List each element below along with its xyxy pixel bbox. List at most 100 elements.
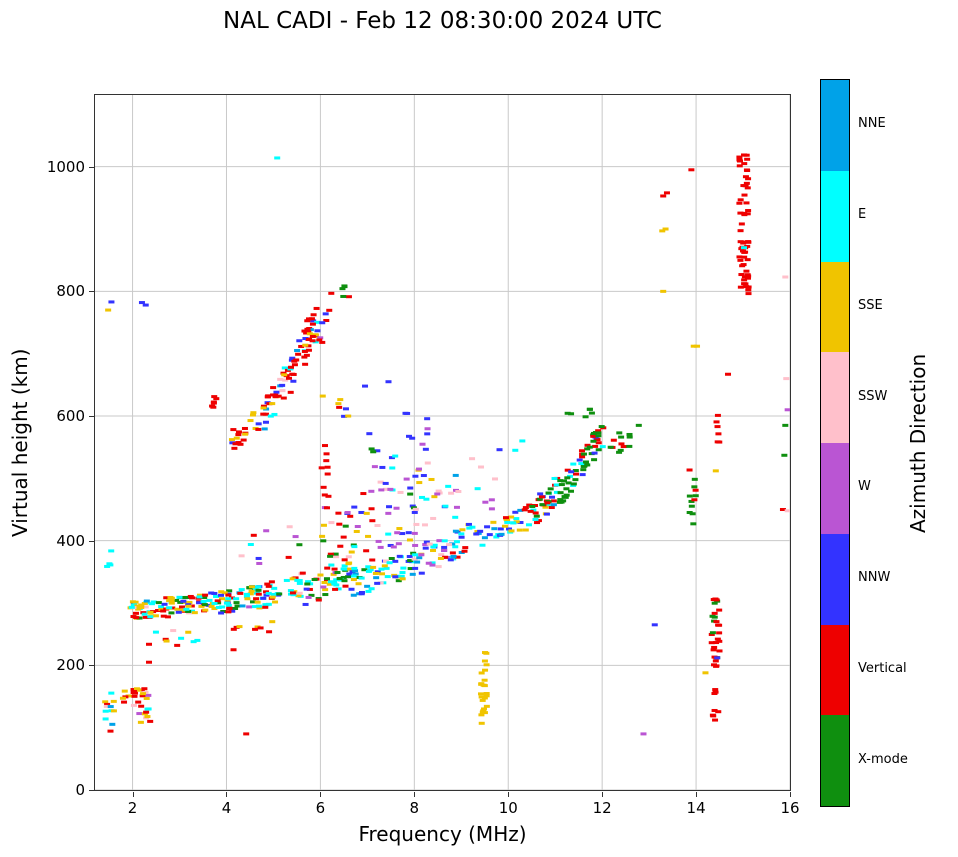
ionogram-point — [140, 611, 147, 615]
ionogram-point — [610, 438, 617, 442]
ionogram-point — [486, 533, 493, 537]
ionogram-point — [296, 581, 303, 585]
ionogram-point — [386, 505, 393, 509]
ionogram-point — [340, 567, 347, 571]
ionogram-point — [325, 494, 332, 498]
ionogram-point — [303, 353, 310, 357]
ionogram-point — [483, 663, 490, 667]
ionogram-point — [326, 308, 333, 312]
ionogram-point — [224, 599, 231, 603]
ionogram-point — [595, 434, 602, 438]
ionogram-point — [715, 623, 722, 627]
ionogram-point — [168, 601, 175, 605]
ionogram-point — [189, 596, 196, 600]
ionogram-point — [784, 509, 790, 513]
ionogram-point — [709, 614, 716, 618]
ionogram-point — [418, 571, 425, 575]
ionogram-point — [388, 456, 395, 460]
ionogram-point — [474, 487, 481, 491]
ionogram-point — [522, 528, 529, 532]
ionogram-point — [782, 423, 789, 427]
ionogram-point — [327, 554, 334, 558]
ionogram-point — [324, 472, 331, 476]
ionogram-point — [452, 545, 459, 549]
ionogram-point — [424, 432, 431, 436]
ionogram-point — [716, 631, 723, 635]
ionogram-point — [287, 589, 294, 593]
ionogram-point — [744, 212, 751, 216]
x-tick-mark — [790, 792, 791, 797]
ionogram-point — [517, 508, 524, 512]
ionogram-point — [570, 482, 577, 486]
ionogram-point — [335, 511, 342, 515]
ionogram-point — [255, 585, 262, 589]
ionogram-point — [510, 521, 517, 525]
ionogram-point — [302, 343, 309, 347]
ionogram-point — [265, 394, 272, 398]
ionogram-point — [266, 630, 273, 634]
ionogram-point — [424, 427, 431, 431]
ionogram-point — [452, 473, 459, 477]
ionogram-point — [103, 704, 110, 708]
ionogram-point — [166, 606, 173, 610]
ionogram-point — [255, 604, 262, 608]
ionogram-point — [250, 533, 257, 537]
ionogram-point — [128, 605, 135, 609]
ionogram-point — [563, 487, 570, 491]
ionogram-point — [328, 563, 335, 567]
ionogram-point — [335, 587, 342, 591]
ionogram-point — [595, 429, 602, 433]
ionogram-point — [313, 306, 320, 310]
ionogram-point — [452, 529, 459, 533]
ionogram-point — [584, 463, 591, 467]
ionogram-point — [399, 571, 406, 575]
ionogram-point — [481, 696, 488, 700]
ionogram-point — [228, 596, 235, 600]
ionogram-point — [185, 603, 192, 607]
ionogram-point — [119, 696, 126, 700]
ionogram-point — [435, 489, 442, 493]
ionogram-point — [607, 445, 614, 449]
ionogram-point — [318, 466, 325, 470]
ionogram-point — [211, 607, 218, 611]
ionogram-point — [230, 428, 237, 432]
ionogram-point — [323, 459, 330, 463]
ionogram-point — [591, 458, 598, 462]
ionogram-point — [435, 565, 442, 569]
ionogram-point — [490, 520, 497, 524]
ionogram-point — [260, 404, 267, 408]
ionogram-point — [620, 445, 627, 449]
y-tick-mark — [89, 166, 94, 168]
ionogram-point — [744, 244, 751, 248]
ionogram-point — [544, 501, 551, 505]
ionogram-point — [595, 448, 602, 452]
ionogram-point — [419, 442, 426, 446]
ionogram-point — [292, 535, 299, 539]
ionogram-point — [232, 442, 239, 446]
ionogram-point — [361, 568, 368, 572]
ionogram-point — [175, 610, 182, 614]
ionogram-point — [743, 201, 750, 205]
ionogram-point — [424, 461, 431, 465]
ionogram-point — [481, 651, 488, 655]
ionogram-point — [402, 411, 409, 415]
ionogram-point — [712, 718, 719, 722]
ionogram-point — [370, 565, 377, 569]
ionogram-point — [710, 648, 717, 652]
ionogram-point — [738, 273, 745, 277]
ionogram-point — [109, 722, 116, 726]
ionogram-point — [130, 688, 137, 692]
ionogram-point — [163, 596, 170, 600]
ionogram-point — [355, 582, 362, 586]
ionogram-point — [305, 580, 312, 584]
ionogram-point — [423, 540, 430, 544]
ionogram-point — [542, 505, 549, 509]
ionogram-point — [314, 320, 321, 324]
ionogram-point — [365, 589, 372, 593]
ionogram-point — [136, 712, 143, 716]
ionogram-point — [337, 544, 344, 548]
colorbar-category-label: W — [858, 479, 871, 495]
ionogram-point — [319, 321, 326, 325]
ionogram-point — [377, 581, 384, 585]
ionogram-point — [598, 425, 605, 429]
